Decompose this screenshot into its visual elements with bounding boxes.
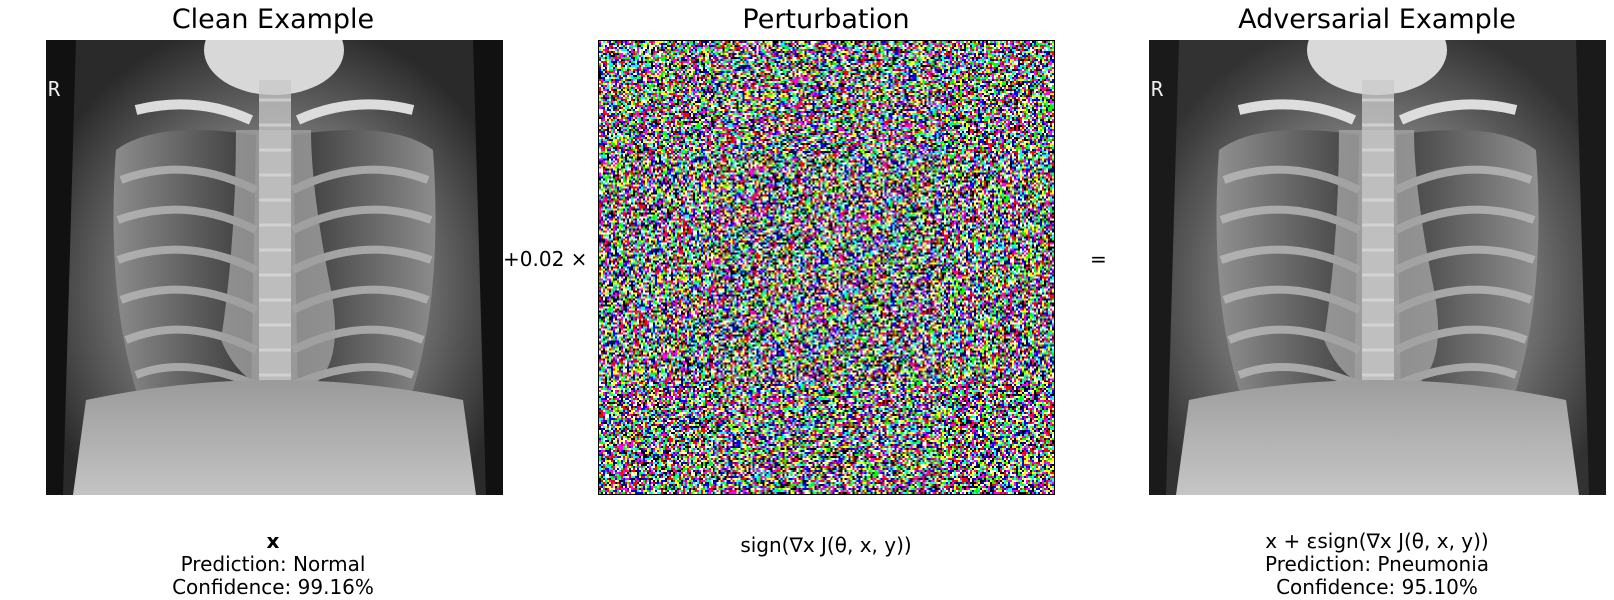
adversarial-prediction: Prediction: Pneumonia bbox=[1264, 552, 1490, 576]
multiply-operator: +0.02 × bbox=[503, 247, 588, 271]
clean-symbol: x bbox=[266, 529, 280, 553]
xray-clean-drawing: R bbox=[46, 40, 503, 495]
clean-prediction: Prediction: Normal bbox=[180, 552, 366, 576]
marker-r: R bbox=[48, 77, 61, 101]
caption-clean: x Prediction: Normal Confidence: 99.16% bbox=[172, 530, 374, 599]
marker-r: R bbox=[1151, 77, 1164, 101]
adversarial-formula: x + εsign(∇x J(θ, x, y)) bbox=[1265, 529, 1489, 553]
adversarial-confidence: Confidence: 95.10% bbox=[1276, 575, 1478, 599]
xray-adversarial-drawing: R bbox=[1149, 40, 1606, 495]
equals-operator: = bbox=[1090, 247, 1107, 271]
title-clean-example: Clean Example bbox=[171, 4, 375, 35]
caption-perturbation: sign(∇x J(θ, x, y)) bbox=[740, 534, 911, 557]
perturbation-formula: sign(∇x J(θ, x, y)) bbox=[740, 533, 912, 557]
caption-adversarial: x + εsign(∇x J(θ, x, y)) Prediction: Pne… bbox=[1265, 530, 1489, 599]
noise-canvas bbox=[599, 41, 1054, 494]
clean-confidence: Confidence: 99.16% bbox=[172, 575, 374, 599]
title-adversarial-example: Adversarial Example bbox=[1238, 4, 1516, 35]
title-perturbation: Perturbation bbox=[742, 4, 910, 35]
clean-xray-image: R bbox=[46, 40, 503, 495]
adversarial-xray-image: R bbox=[1149, 40, 1606, 495]
perturbation-noise-image bbox=[598, 40, 1055, 495]
